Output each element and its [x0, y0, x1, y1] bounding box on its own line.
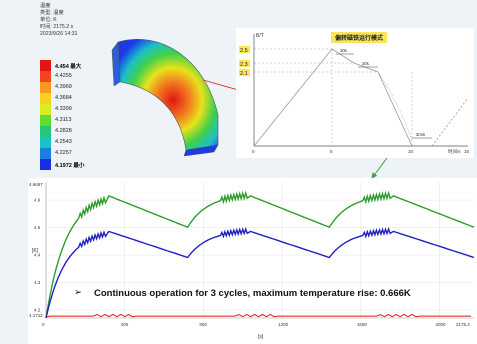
result-time: 时间: 2175.2 s — [40, 24, 74, 30]
result-unit: 单位: K — [40, 17, 57, 23]
result-type: 类型: 温度 — [40, 10, 64, 16]
legend-swatch — [40, 71, 51, 82]
legend-entry: 4.4255 — [40, 71, 106, 82]
temperature-history-chart: 4.6 4.5 4.4 4.3 4.2 0 400 800 1200 1600 2000 4.665… — [28, 178, 477, 344]
result-date: 2023/9/26 14:31 — [40, 31, 78, 37]
cycle-x-tick: 0 — [252, 149, 255, 154]
legend-label: 4.2828 — [55, 128, 72, 134]
green-temperature-series — [45, 190, 475, 319]
cycle-duration-2: 20s — [362, 61, 369, 66]
legend-swatch — [40, 104, 51, 115]
legend-swatch — [40, 115, 51, 126]
legend-swatch — [40, 93, 51, 104]
legend-label: 4.4255 — [55, 73, 72, 79]
legend-label: 4.3684 — [55, 95, 72, 101]
y-tick-label: 4.4 — [34, 253, 41, 258]
legend-entry: 4.1972 最小 — [40, 159, 106, 170]
result-info: 温度 类型: 温度 单位: K 时间: 2175.2 s 2023/9/26 1… — [40, 3, 78, 38]
legend-entry: 4.2543 — [40, 137, 106, 148]
x-tick-label: 2000 — [436, 322, 447, 327]
temperature-legend: 4.454 最大 4.4255 4.3969 4.3684 4.3399 4.3113 4.… — [40, 60, 106, 170]
legend-label: 4.3399 — [55, 106, 72, 112]
y-tick-label: 4.3 — [34, 280, 41, 285]
legend-entry: 4.2257 — [40, 148, 106, 159]
red-temperature-series — [45, 313, 471, 318]
legend-label: 4.3113 — [55, 117, 72, 123]
legend-label: 4.2543 — [55, 139, 72, 145]
legend-entry: 4.3399 — [40, 104, 106, 115]
cycle-title: 偏转磁铁运行模式 — [331, 32, 388, 43]
cycle-duration-1: 20s — [340, 48, 347, 53]
x-tick-label: 800 — [199, 322, 207, 327]
legend-entry: 4.454 最大 — [40, 60, 106, 71]
x-tick-label: 1200 — [278, 322, 289, 327]
cycle-y-unit: B/T — [256, 33, 264, 39]
legend-entry: 4.3969 — [40, 82, 106, 93]
caption-text: Continuous operation for 3 cycles, maxim… — [94, 288, 411, 299]
legend-label: 4.2257 — [55, 150, 72, 156]
chart-y-unit: [K] — [32, 248, 39, 254]
cycle-x-tick: 15 — [464, 149, 470, 154]
chart-y-bottom-label: 4.1712 — [29, 313, 43, 318]
blue-temperature-series — [45, 226, 475, 319]
chart-y-top-label: 4.6657 — [29, 182, 43, 187]
cycle-x-unit: 时间/s — [448, 148, 461, 155]
caption-bullet: ➢ — [74, 287, 82, 298]
legend-swatch — [40, 148, 51, 159]
legend-entry: 4.3684 — [40, 93, 106, 104]
result-name: 温度 — [40, 3, 51, 9]
magnet-3d-model — [111, 38, 219, 157]
legend-entry: 4.2828 — [40, 126, 106, 137]
legend-swatch — [40, 159, 51, 170]
cycle-x-tick: 10 — [408, 149, 414, 154]
cycle-y-tick: 2.5 — [240, 48, 248, 54]
legend-swatch — [40, 137, 51, 148]
cycle-y-tick: 2.1 — [240, 71, 248, 77]
y-tick-label: 4.5 — [34, 225, 41, 230]
x-tick-label: 1600 — [357, 322, 368, 327]
legend-label: 4.3969 — [55, 84, 72, 90]
y-tick-label: 4.2 — [34, 308, 41, 313]
legend-label: 4.454 最大 — [55, 64, 82, 70]
x-tick-label: 0 — [42, 322, 45, 327]
cycle-x-tick: 5 — [330, 149, 333, 154]
cycle-waveform — [253, 48, 413, 147]
cycle-y-tick: 2.3 — [240, 62, 248, 68]
legend-swatch — [40, 60, 51, 71]
chart-x-end-label: 2175.2 — [456, 322, 470, 327]
legend-swatch — [40, 82, 51, 93]
x-tick-label: 400 — [121, 322, 129, 327]
magnet-cycle-diagram: B/T 时间/s 2.5 2.3 2.1 20s 20s 3min 0 5 10… — [236, 28, 474, 158]
legend-swatch — [40, 126, 51, 137]
legend-label: 4.1972 最小 — [55, 163, 85, 169]
cycle-duration-3: 3min — [416, 132, 426, 137]
y-tick-label: 4.6 — [34, 198, 41, 203]
chart-x-unit: [s] — [258, 334, 264, 340]
legend-entry: 4.3113 — [40, 115, 106, 126]
